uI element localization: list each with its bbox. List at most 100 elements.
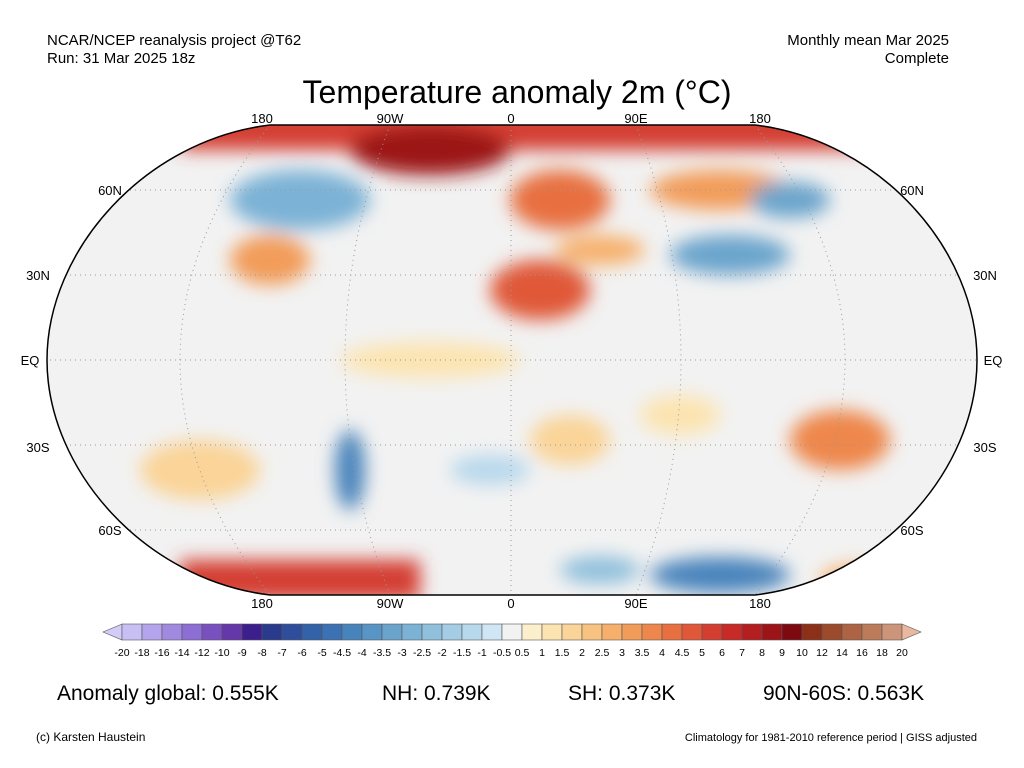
lon-label: 180: [251, 596, 273, 611]
colorbar-box: [581, 623, 603, 641]
colorbar-box: [501, 623, 523, 641]
colorbar-box: [221, 623, 243, 641]
colorbar-label: 20: [896, 647, 908, 659]
colorbar-label: -1.5: [453, 647, 471, 659]
colorbar-label: 7: [739, 647, 745, 659]
header-right: Complete: [885, 50, 949, 67]
colorbar-box: [201, 623, 223, 641]
stat: NH: 0.739K: [382, 682, 491, 705]
graticule: [47, 125, 977, 595]
title: Temperature anomaly 2m (°C): [303, 74, 732, 110]
colorbar-label: -10: [214, 647, 229, 659]
colorbar-box: [181, 623, 203, 641]
header-right: Monthly mean Mar 2025: [787, 32, 949, 49]
colorbar-box: [241, 623, 263, 641]
lat-label: 30S: [26, 440, 49, 455]
colorbar-box: [321, 623, 343, 641]
colorbar-label: -0.5: [493, 647, 511, 659]
stat: 90N-60S: 0.563K: [763, 682, 924, 705]
lon-label: 90E: [624, 596, 647, 611]
colorbar-label: 12: [816, 647, 828, 659]
colorbar-box: [441, 623, 463, 641]
colorbar-label: -20: [114, 647, 129, 659]
colorbar-label: -4.5: [333, 647, 351, 659]
lat-label: 60S: [900, 523, 923, 538]
lon-label: 180: [749, 111, 771, 126]
colorbar-box: [701, 623, 723, 641]
colorbar: -20 -18 -16 -14 -12 -10 -9 -8 -7 -6 -5 -4.5 -4 -3.5 -3…: [102, 623, 922, 659]
footer-left: (c) Karsten Haustein: [36, 730, 145, 744]
lon-label: 0: [507, 596, 514, 611]
colorbar-box: [141, 623, 163, 641]
colorbar-label: 1.5: [555, 647, 570, 659]
colorbar-box: [861, 623, 883, 641]
colorbar-box: [881, 623, 903, 641]
lat-label: 30N: [973, 268, 997, 283]
map: [47, 125, 977, 595]
colorbar-label: 16: [856, 647, 868, 659]
lat-label: 60S: [98, 523, 121, 538]
colorbar-box: [401, 623, 423, 641]
colorbar-box: [841, 623, 863, 641]
colorbar-label: 8: [759, 647, 765, 659]
colorbar-label: -12: [194, 647, 209, 659]
colorbar-box: [461, 623, 483, 641]
colorbar-box: [801, 623, 823, 641]
colorbar-box: [481, 623, 503, 641]
colorbar-box: [821, 623, 843, 641]
lon-label: 180: [749, 596, 771, 611]
colorbar-box: [281, 623, 303, 641]
colorbar-label: -4: [357, 647, 366, 659]
colorbar-label: 2: [579, 647, 585, 659]
lat-label: EQ: [21, 353, 40, 368]
colorbar-box: [541, 623, 563, 641]
lon-label: 0: [507, 111, 514, 126]
map-labels: 180 180 90W 90W 0 0 90E 90E 180 180 60N 60N 30N 30N EQ…: [21, 111, 1003, 611]
colorbar-box: [421, 623, 443, 641]
colorbar-box: [381, 623, 403, 641]
lat-label: 30N: [26, 268, 50, 283]
colorbar-box: [361, 623, 383, 641]
colorbar-box: [561, 623, 583, 641]
colorbar-box: [121, 623, 143, 641]
colorbar-label: 9: [779, 647, 785, 659]
lon-label: 90E: [624, 111, 647, 126]
colorbar-label: 3.5: [635, 647, 650, 659]
colorbar-box: [741, 623, 763, 641]
colorbar-box: [521, 623, 543, 641]
colorbar-box: [721, 623, 743, 641]
colorbar-label: -3: [397, 647, 406, 659]
lat-label: 30S: [973, 440, 996, 455]
colorbar-label: -5: [317, 647, 326, 659]
lat-label: 60N: [900, 183, 924, 198]
colorbar-box: [301, 623, 323, 641]
header-left: Run: 31 Mar 2025 18z: [47, 50, 195, 67]
colorbar-label: -18: [134, 647, 149, 659]
stat: Anomaly global: 0.555K: [57, 682, 279, 705]
colorbar-box: [601, 623, 623, 641]
header-left: NCAR/NCEP reanalysis project @T62: [47, 32, 301, 49]
lon-label: 90W: [377, 596, 404, 611]
lon-label: 180: [251, 111, 273, 126]
colorbar-label: 0.5: [515, 647, 530, 659]
footer-right: Climatology for 1981-2010 reference peri…: [685, 732, 977, 744]
stats: Anomaly global: 0.555K NH: 0.739K SH: 0.37…: [57, 682, 924, 705]
colorbar-arrow: [102, 623, 123, 641]
lat-label: EQ: [984, 353, 1003, 368]
stat: SH: 0.373K: [568, 682, 675, 705]
colorbar-label: -14: [174, 647, 189, 659]
colorbar-label: -1: [477, 647, 486, 659]
colorbar-label: -2: [437, 647, 446, 659]
colorbar-box: [621, 623, 643, 641]
colorbar-box: [341, 623, 363, 641]
colorbar-box: [781, 623, 803, 641]
colorbar-label: 4: [659, 647, 665, 659]
colorbar-label: 10: [796, 647, 808, 659]
map-outline: [46, 124, 978, 596]
colorbar-box: [661, 623, 683, 641]
colorbar-label: -3.5: [373, 647, 391, 659]
colorbar-box: [761, 623, 783, 641]
colorbar-box: [161, 623, 183, 641]
colorbar-label: -8: [257, 647, 266, 659]
